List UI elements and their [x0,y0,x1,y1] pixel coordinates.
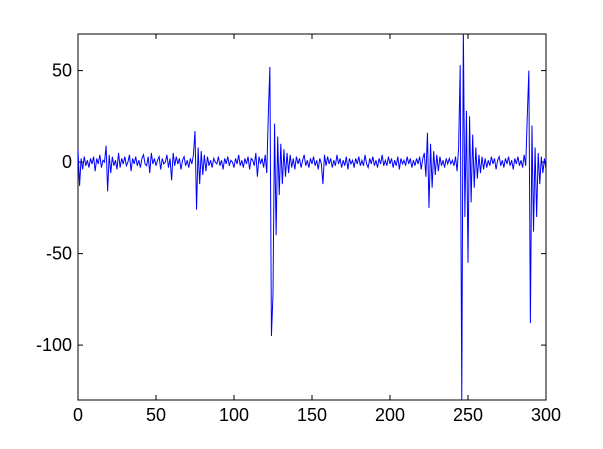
x-tick-label: 250 [453,405,483,425]
data-line [78,34,546,400]
y-tick-label: 0 [62,152,72,172]
x-tick-label: 300 [531,405,561,425]
y-tick-label: -50 [46,244,72,264]
plot-frame [77,33,547,401]
y-tick-label: 50 [52,61,72,81]
y-tick-label: -100 [36,335,72,355]
x-tick-label: 150 [297,405,327,425]
x-tick-label: 0 [73,405,83,425]
x-tick-label: 50 [146,405,166,425]
x-tick-label: 200 [375,405,405,425]
x-tick-label: 100 [219,405,249,425]
